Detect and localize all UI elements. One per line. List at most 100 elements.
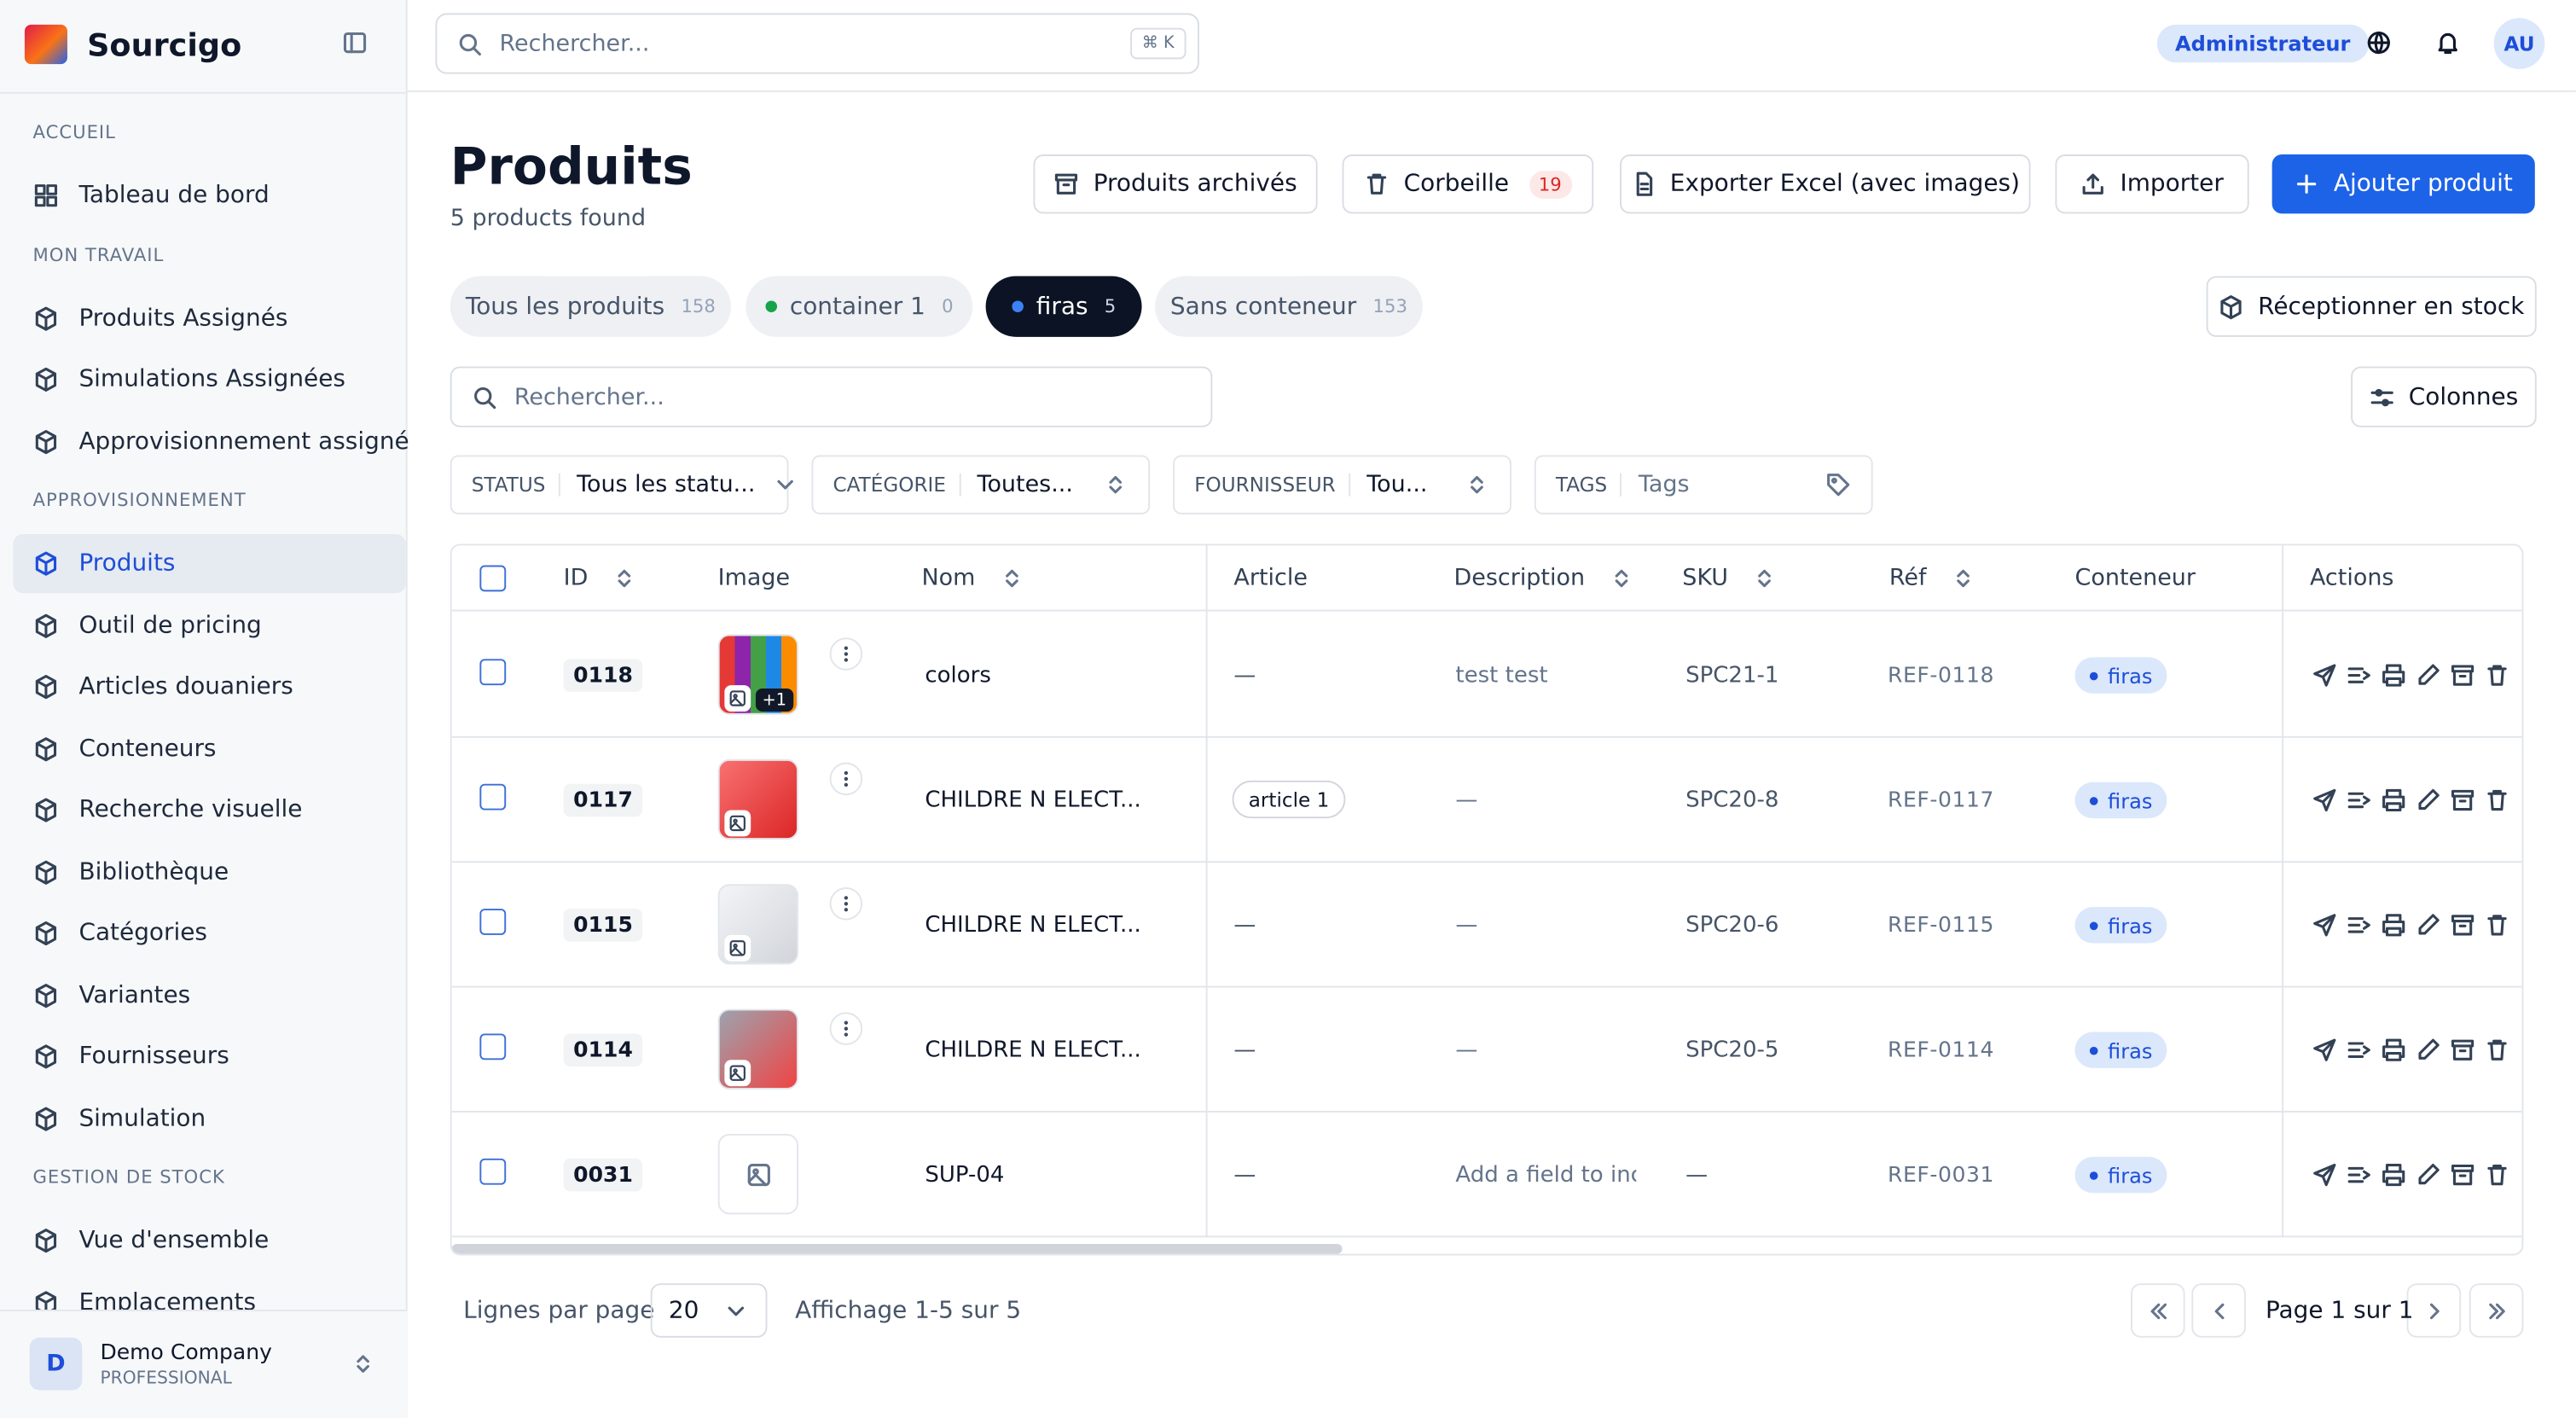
action-button[interactable]: [2381, 1162, 2407, 1188]
header-button[interactable]: Ajouter produit: [2271, 154, 2535, 214]
global-search[interactable]: Rechercher...: [435, 13, 1199, 74]
notifications[interactable]: [2434, 30, 2461, 63]
action-button[interactable]: [2381, 912, 2407, 939]
nav-item[interactable]: Simulations Assignées: [13, 350, 405, 409]
nav-item[interactable]: Recherche visuelle: [13, 781, 405, 840]
tab[interactable]: Sans conteneur 153: [1154, 276, 1423, 337]
page-button[interactable]: [2131, 1283, 2185, 1338]
action-button[interactable]: [2484, 1162, 2510, 1188]
action-button[interactable]: [2312, 787, 2338, 814]
product-name[interactable]: CHILDRE N ELECT...: [925, 787, 1141, 814]
action-button[interactable]: [2484, 787, 2510, 814]
nav-item[interactable]: Outil de pricing: [13, 596, 405, 654]
action-button[interactable]: [2346, 1037, 2372, 1063]
icon-svg: [2313, 1163, 2336, 1187]
action-button[interactable]: [2415, 1162, 2441, 1188]
action-button[interactable]: [2484, 1037, 2510, 1063]
header-button[interactable]: Exporter Excel (avec images): [1620, 154, 2031, 214]
nav-item[interactable]: Catégories: [13, 904, 405, 962]
image-menu[interactable]: [829, 887, 863, 921]
receive-button[interactable]: Réceptionner en stock: [2206, 276, 2537, 337]
thumbnail[interactable]: [717, 758, 799, 840]
action-button[interactable]: [2381, 787, 2407, 814]
nav-label: Fournisseurs: [78, 1043, 229, 1070]
action-button[interactable]: [2450, 662, 2476, 689]
action-button[interactable]: [2312, 912, 2338, 939]
header-label: SKU: [1682, 565, 1729, 592]
nav-item[interactable]: Tableau de bord: [13, 166, 405, 225]
avatar[interactable]: AU: [2493, 18, 2545, 69]
thumbnail[interactable]: [717, 884, 799, 965]
action-button[interactable]: [2381, 662, 2407, 689]
action-button[interactable]: [2381, 1037, 2407, 1063]
column-header[interactable]: SKU: [1682, 545, 1778, 611]
action-button[interactable]: [2415, 662, 2441, 689]
column-header[interactable]: Réf: [1889, 545, 1976, 611]
row-checkbox[interactable]: [479, 1033, 507, 1061]
header-button[interactable]: Corbeille 19: [1342, 154, 1594, 214]
nav-item[interactable]: Produits Assignés: [13, 288, 405, 347]
column-header[interactable]: ID: [564, 545, 638, 611]
product-name[interactable]: CHILDRE N ELECT...: [925, 1037, 1141, 1064]
product-name[interactable]: colors: [925, 662, 991, 689]
nav-item[interactable]: Conteneurs: [13, 719, 405, 778]
nav-item[interactable]: Simulation: [13, 1089, 405, 1148]
action-button[interactable]: [2346, 1162, 2372, 1188]
language[interactable]: [2365, 30, 2392, 63]
filter[interactable]: STATUS Tous les statu...: [450, 455, 793, 514]
image-menu[interactable]: [829, 637, 863, 671]
tab[interactable]: Tous les produits 158: [450, 276, 732, 337]
header-checkbox[interactable]: [479, 565, 507, 592]
company-switch[interactable]: [350, 1351, 376, 1384]
action-button[interactable]: [2484, 662, 2510, 689]
column-header[interactable]: Nom: [921, 545, 1024, 611]
page-button[interactable]: [2469, 1283, 2524, 1338]
row-checkbox[interactable]: [479, 909, 507, 935]
action-button[interactable]: [2415, 912, 2441, 939]
action-button[interactable]: [2346, 912, 2372, 939]
action-button[interactable]: [2312, 662, 2338, 689]
action-button[interactable]: [2312, 1162, 2338, 1188]
filter[interactable]: FOURNISSEUR Tou...: [1173, 455, 1511, 514]
action-button[interactable]: [2450, 912, 2476, 939]
columns-button[interactable]: Colonnes: [2351, 366, 2537, 427]
header-button[interactable]: Produits archivés: [1033, 154, 1318, 214]
action-button[interactable]: [2312, 1037, 2338, 1063]
nav-item[interactable]: Articles douaniers: [13, 657, 405, 716]
action-button[interactable]: [2450, 1162, 2476, 1188]
filter[interactable]: TAGS Tags: [1534, 455, 1873, 514]
action-button[interactable]: [2450, 1037, 2476, 1063]
nav-item[interactable]: Fournisseurs: [13, 1027, 405, 1086]
row-checkbox[interactable]: [479, 783, 507, 811]
tab[interactable]: container 1 0: [746, 276, 973, 337]
action-button[interactable]: [2450, 787, 2476, 814]
nav-item[interactable]: Vue d'ensemble: [13, 1211, 405, 1270]
tab[interactable]: firas 5: [985, 276, 1142, 337]
page-button[interactable]: [2191, 1283, 2246, 1338]
image-menu[interactable]: [829, 762, 863, 796]
action-button[interactable]: [2346, 662, 2372, 689]
header-button[interactable]: Importer: [2055, 154, 2249, 214]
column-header[interactable]: Description: [1454, 545, 1634, 611]
product-search[interactable]: Rechercher...: [450, 366, 1213, 427]
action-button[interactable]: [2415, 1037, 2441, 1063]
product-name[interactable]: SUP-04: [925, 1161, 1005, 1188]
nav-item[interactable]: Bibliothèque: [13, 842, 405, 901]
nav-item[interactable]: Variantes: [13, 966, 405, 1025]
thumbnail[interactable]: [717, 1008, 799, 1090]
nav-item[interactable]: Produits: [13, 533, 406, 594]
row-checkbox[interactable]: [479, 659, 507, 686]
thumbnail[interactable]: [717, 1133, 799, 1215]
product-name[interactable]: CHILDRE N ELECT...: [925, 911, 1141, 939]
action-button[interactable]: [2484, 912, 2510, 939]
rows-select[interactable]: 20: [650, 1283, 768, 1338]
filter[interactable]: CATÉGORIE Toutes...: [811, 455, 1151, 514]
row-checkbox[interactable]: [479, 1158, 507, 1185]
nav-item[interactable]: Approvisionnement assigné: [13, 411, 409, 470]
toggle-sidebar[interactable]: [342, 30, 368, 63]
thumbnail[interactable]: +1: [717, 634, 799, 715]
action-button[interactable]: [2415, 787, 2441, 814]
page-button[interactable]: [2406, 1283, 2462, 1338]
image-menu[interactable]: [829, 1012, 863, 1045]
action-button[interactable]: [2346, 787, 2372, 814]
